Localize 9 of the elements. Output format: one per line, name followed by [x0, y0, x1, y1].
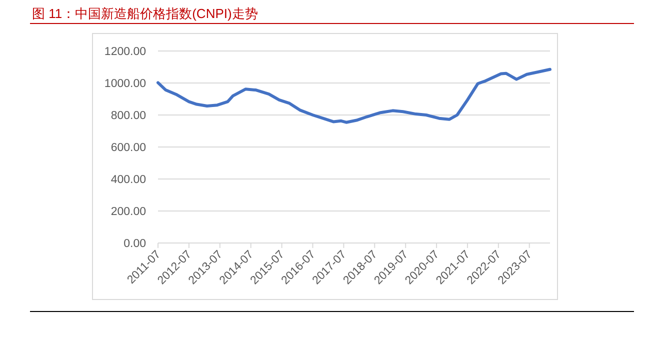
line-series: [156, 68, 552, 124]
y-tick-label: 800.00: [110, 110, 146, 122]
y-tick-label: 600.00: [110, 142, 146, 154]
y-tick-label: 1000.00: [104, 78, 146, 90]
chart-title: 图 11：中国新造船价格指数(CNPI)走势: [32, 6, 258, 21]
y-tick-label: 400.00: [110, 174, 146, 186]
y-tick-label: 0.00: [124, 238, 146, 250]
y-tick-label: 1200.00: [104, 46, 146, 58]
y-tick-label: 200.00: [110, 206, 146, 218]
